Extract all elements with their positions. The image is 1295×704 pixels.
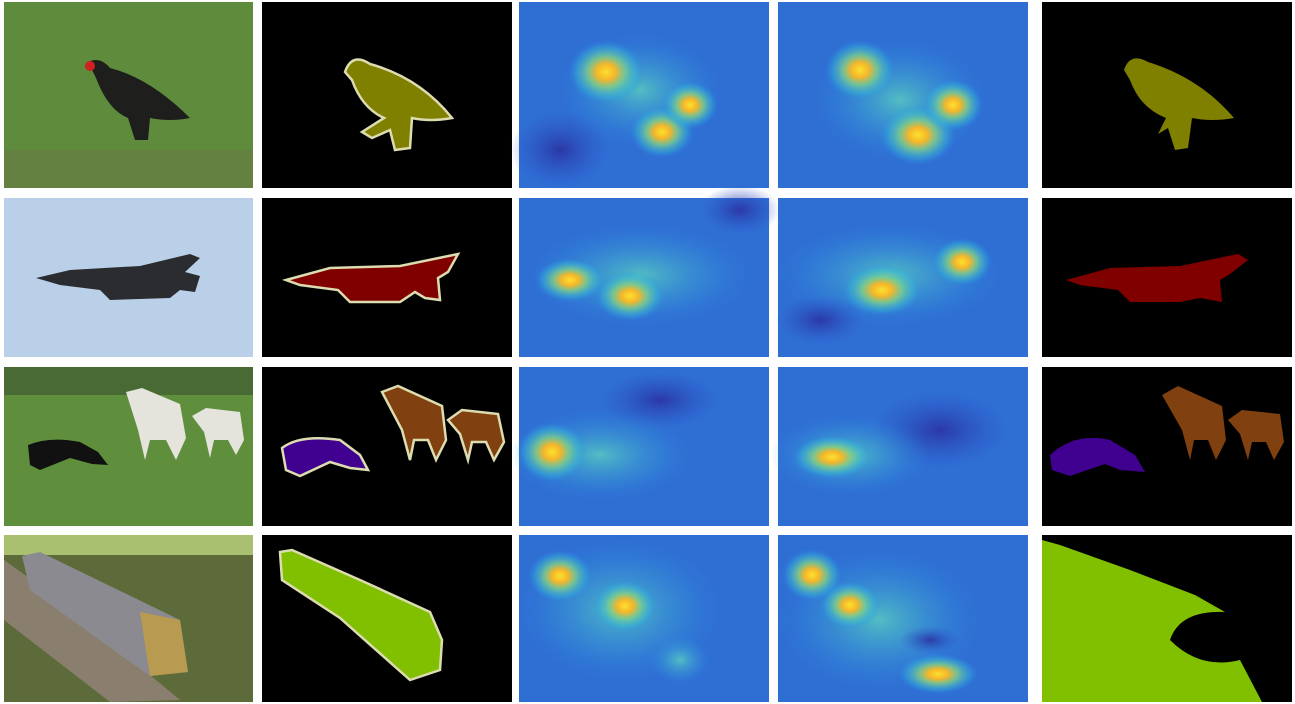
pred-train [1042,540,1262,702]
photo-sky [4,535,253,555]
photo-trees [4,367,253,395]
heat-cool [700,185,780,235]
mask-bird [343,58,455,152]
bird [88,60,190,140]
train-front [140,612,188,676]
jet [36,254,200,300]
row-sheep [4,367,1292,526]
pred-sheep [1228,410,1284,460]
mask-sheep [380,384,448,464]
heat-blob [535,258,605,302]
heat-blob [568,40,644,104]
mask-dog [280,437,371,478]
heat-blob [792,435,872,479]
sheep [126,388,186,460]
pred-bird [1124,58,1234,150]
heat-blob [842,264,922,316]
heat-blob [517,422,587,482]
bird-beak [85,61,95,71]
heat-cool [510,110,610,190]
heat-blob [593,580,657,632]
heat-blob [825,40,895,100]
row-train [4,535,1292,702]
pred-dog [1050,437,1145,476]
pred-sheep [1162,386,1226,460]
mask-train [278,548,444,682]
heat-blob [650,636,710,684]
row-bird [4,2,1292,190]
heat-blob [898,654,978,694]
pred-jet [1066,254,1248,302]
mask-sheep [446,408,506,465]
heat-blob [932,238,992,286]
heat-cool [775,295,865,345]
dog [28,439,108,470]
heat-blob [923,79,983,131]
heat-blob [662,81,718,129]
heat-cool [900,626,960,654]
heat-blob [782,549,842,601]
heat-blob [528,550,592,602]
heat-blob [595,271,665,321]
photo-ground [4,150,253,188]
row-jet [4,185,1292,357]
heat-blob [820,581,880,629]
mask-jet [281,252,461,304]
sheep [192,408,244,458]
